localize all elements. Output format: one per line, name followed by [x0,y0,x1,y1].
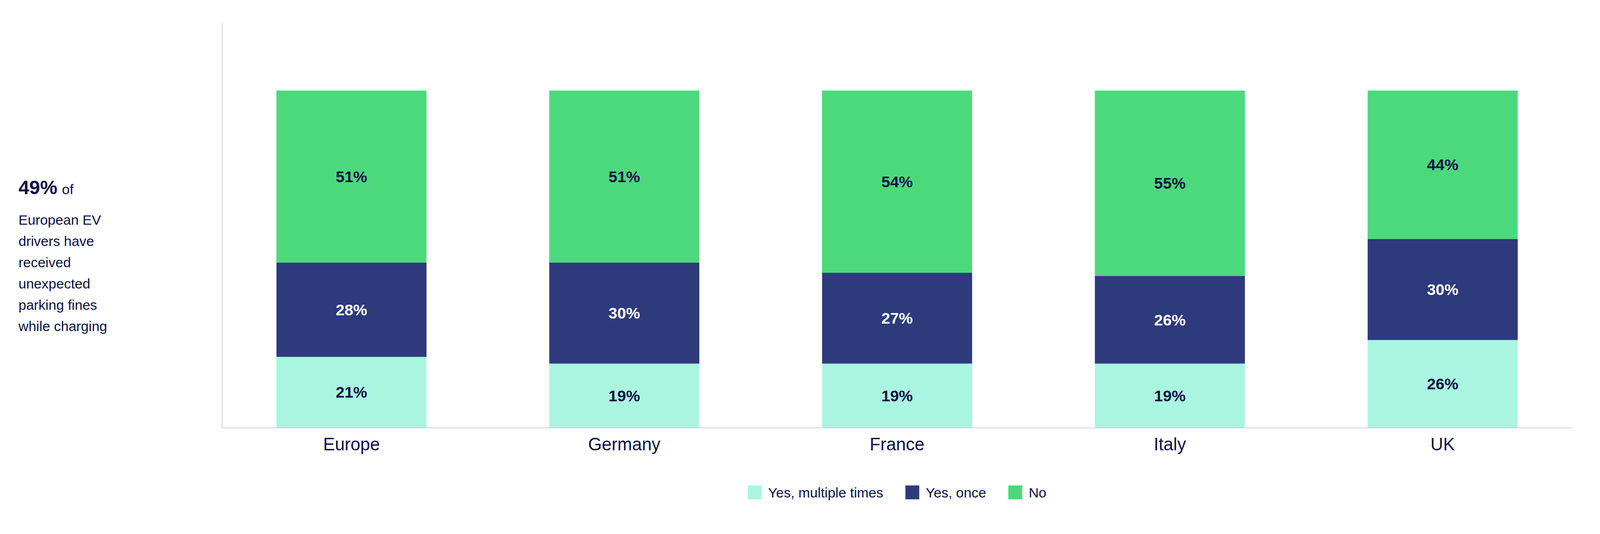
bar-segment [821,90,973,273]
chart: Europe Germany France Italy UK 21% 19% 19% 19% 26… [0,0,1600,534]
legend: Yes, multiple times Yes, once No [747,484,1047,501]
x-tick: Europe [323,427,381,454]
legend-swatch [747,485,762,500]
x-axis: Europe Germany France Italy UK [222,427,1573,454]
legend-item: No [1008,484,1047,501]
bars [276,90,1518,428]
x-tick: Italy [1153,427,1187,454]
y-axis-line [221,23,223,429]
annotation-text: while charging [18,318,108,334]
data-label: 27% [881,309,913,327]
x-tick: UK [1430,427,1455,454]
x-axis-line [222,427,1573,429]
annotation-text: drivers have [18,233,94,249]
data-label: 51% [335,167,368,186]
data-label: 19% [881,386,913,405]
plot: Europe Germany France Italy UK 21% 19% 19% 19% 26… [222,23,1573,454]
legend-swatch [905,485,920,500]
x-tick-label: Europe [323,434,381,454]
bar-segment [276,262,427,357]
x-tick-label: UK [1430,434,1455,454]
x-tick-label: Germany [588,434,661,454]
data-label: 21% [335,383,368,401]
data-labels: 21% 19% 19% 19% 26% 28% 30% 27% 26% 30% 51% 51% 54% 5… [335,155,1459,405]
x-tick-label: Italy [1153,434,1187,454]
bar-segment [276,356,427,428]
legend-label: Yes, once [925,484,987,501]
bar-segment [1367,90,1518,240]
annotation-text: European EV [18,212,101,228]
bar-segment [1094,90,1245,276]
annotation-text: of [61,181,74,197]
bar-segment [1367,239,1518,341]
annotation-highlight: 49% [18,176,58,199]
bar-segment [1094,363,1245,428]
data-label: 54% [881,172,913,191]
bar-segment [1367,339,1518,428]
bar-segment [549,363,700,428]
legend-label: Yes, multiple times [767,484,883,501]
bar-segment [549,262,700,364]
y-axis [221,23,223,429]
data-label: 55% [1154,174,1186,192]
legend-item: Yes, multiple times [747,484,883,501]
data-label: 44% [1427,155,1459,174]
annotation-text: received [18,254,71,270]
data-label: 26% [1154,311,1186,329]
data-label: 26% [1427,374,1459,393]
bar-segment [821,363,973,428]
legend-item: Yes, once [905,484,987,501]
x-tick: France [869,427,925,454]
bar-segment [276,90,427,263]
legend-swatch [1008,485,1023,500]
data-label: 28% [335,300,368,319]
legend-label: No [1028,484,1047,501]
bar-segment [1094,275,1245,364]
data-label: 19% [608,386,640,405]
data-label: 51% [608,167,640,186]
annotation-text: parking fines [18,297,98,313]
data-label: 30% [608,304,640,322]
bar-segment [821,272,973,364]
data-label: 19% [1154,386,1186,405]
x-tick: Germany [588,427,661,454]
x-tick-label: France [869,434,925,454]
annotation: 49%of European EV drivers have received unex… [18,176,108,334]
data-label: 30% [1427,280,1459,299]
annotation-text: unexpected [18,275,91,292]
bar-segment [549,90,700,263]
